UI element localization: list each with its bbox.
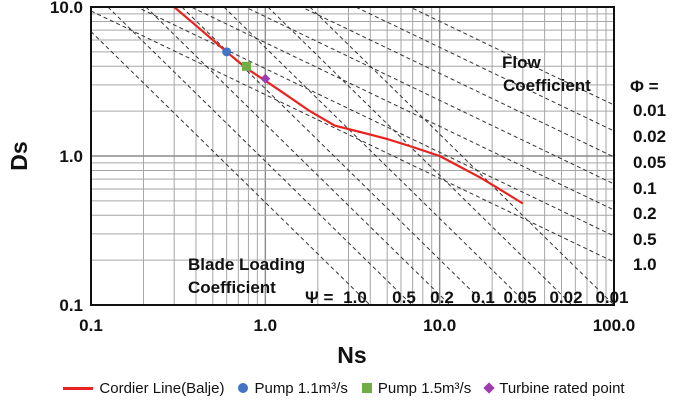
- blade-loading-values: 1.0 0.5 0.2 0.1 0.05 0.02 0.01: [343, 288, 628, 307]
- blade-loading-value: 0.2: [430, 288, 454, 307]
- x-tick-label: 10.0: [423, 316, 456, 335]
- legend-item-pump-1-5: Pump 1.5m³/s: [361, 379, 472, 397]
- y-tick-label: 1.0: [59, 147, 83, 166]
- tick-labels: 0.1 1.0 10.0 100.0 10.0 1.0 0.1: [50, 0, 635, 335]
- blade-loading-guide-line: [91, 30, 371, 305]
- flow-coefficient-title-2: Coefficient: [503, 76, 591, 95]
- blade-loading-guide-line: [267, 7, 573, 305]
- gridlines: [90, 7, 614, 306]
- flow-coefficient-guide-line: [189, 7, 614, 211]
- blade-loading-title-2: Coefficient: [188, 278, 276, 297]
- flow-coefficient-symbol: Φ =: [630, 77, 659, 96]
- blade-loading-guide-line: [145, 7, 451, 305]
- legend-label-turbine: Turbine rated point: [499, 379, 625, 397]
- blade-loading-guide-line: [107, 7, 413, 305]
- blade-loading-title-1: Blade Loading: [188, 255, 305, 274]
- blade-loading-guide-line: [309, 7, 614, 305]
- legend-swatch-cordier: [63, 386, 94, 390]
- y-tick-label: 10.0: [50, 0, 83, 17]
- pump-1-1-point: [222, 47, 232, 57]
- legend-swatch-pump-1-1: [238, 383, 249, 393]
- legend-swatch-pump-1-5: [361, 383, 372, 393]
- flow-coefficient-guide-line: [354, 7, 614, 132]
- plot-frame: [90, 6, 615, 306]
- blade-loading-value: 0.1: [471, 288, 495, 307]
- x-tick-label: 100.0: [593, 316, 636, 335]
- flow-coefficient-title-1: Flow: [502, 53, 541, 72]
- blade-loading-value: 0.05: [503, 288, 536, 307]
- legend-label-pump-1-5: Pump 1.5m³/s: [377, 379, 472, 397]
- x-axis-title: Ns: [337, 342, 366, 368]
- flow-coefficient-value: 0.01: [633, 101, 666, 120]
- x-tick-label: 1.0: [254, 316, 278, 335]
- flow-coefficient-value: 0.1: [633, 179, 657, 198]
- flow-coefficient-guide-line: [244, 7, 614, 185]
- blade-loading-guide-line: [223, 7, 529, 305]
- flow-coefficient-guide-line: [408, 7, 614, 106]
- blade-loading-value: 1.0: [343, 288, 367, 307]
- legend-item-pump-1-1: Pump 1.1m³/s: [238, 379, 348, 397]
- flow-coefficient-value: 0.5: [633, 230, 657, 249]
- blade-loading-value: 0.02: [549, 288, 582, 307]
- y-axis-title: Ds: [6, 141, 32, 170]
- coefficient-guide-lines: [91, 7, 614, 305]
- legend-label-pump-1-1: Pump 1.1m³/s: [254, 379, 348, 397]
- flow-coefficient-value: 1.0: [633, 255, 657, 274]
- flow-coefficient-guide-line: [300, 7, 614, 158]
- pump-1-5-point: [242, 61, 252, 71]
- legend-swatch-turbine: [483, 382, 495, 394]
- chart: 0.1 1.0 10.0 100.0 10.0 1.0 0.1 Ns Ds Flow Coe…: [6, 0, 666, 368]
- legend-item-turbine: Turbine rated point: [483, 379, 625, 397]
- flow-coefficient-value: 0.05: [633, 153, 666, 172]
- flow-coefficient-value: 0.02: [633, 127, 666, 146]
- flow-coefficient-values: 0.01 0.02 0.05 0.1 0.2 0.5 1.0: [633, 101, 666, 274]
- legend-item-cordier: Cordier Line(Balje): [63, 380, 224, 397]
- y-tick-label: 0.1: [59, 296, 83, 315]
- blade-loading-value: 0.01: [595, 288, 628, 307]
- x-tick-label: 0.1: [79, 316, 103, 335]
- legend-label-cordier: Cordier Line(Balje): [99, 379, 225, 397]
- blade-loading-symbol: Ψ =: [305, 288, 333, 307]
- blade-loading-value: 0.5: [392, 288, 416, 307]
- legend: Cordier Line(Balje) Pump 1.1m³/s Pump 1.…: [0, 375, 688, 401]
- flow-coefficient-guide-line: [135, 7, 614, 237]
- flow-coefficient-value: 0.2: [633, 204, 657, 223]
